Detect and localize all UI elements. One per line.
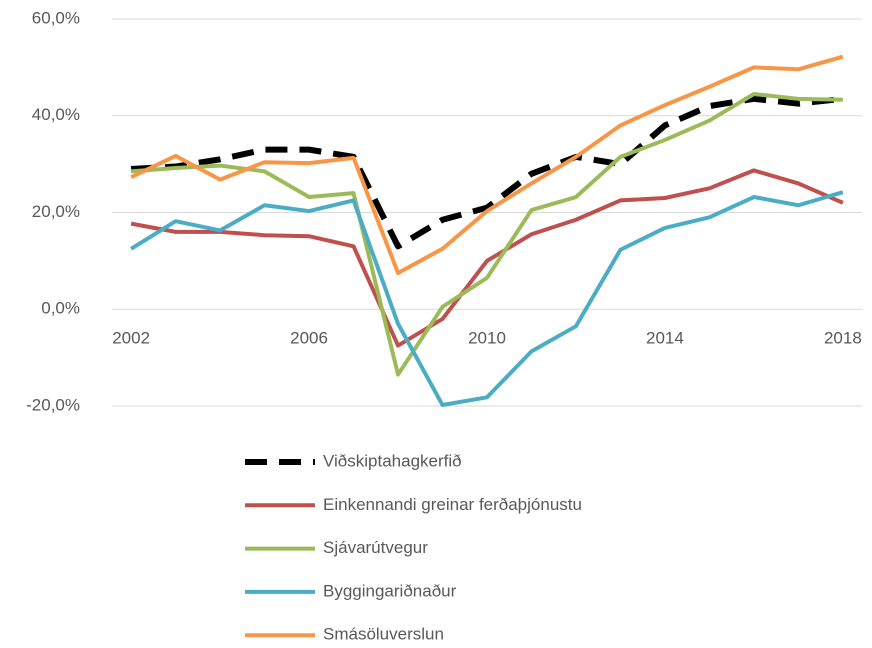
y-tick-label: 20,0% (32, 202, 80, 221)
legend-label: Viðskiptahagkerfið (323, 451, 462, 470)
y-tick-label: 0,0% (41, 299, 80, 318)
y-tick-label: 40,0% (32, 105, 80, 124)
series-line (130, 190, 844, 408)
legend-label: Byggingariðnaður (323, 581, 457, 600)
series-line (130, 54, 844, 275)
x-tick-label: 2010 (468, 329, 506, 348)
y-tick-label: -20,0% (26, 395, 80, 414)
x-tick-label: 2002 (112, 329, 150, 348)
x-tick-label: 2006 (290, 329, 328, 348)
legend-label: Sjávarútvegur (323, 538, 428, 557)
x-tick-label: 2018 (824, 329, 862, 348)
legend-label: Einkennandi greinar ferðaþjónustu (323, 495, 582, 514)
y-tick-label: 60,0% (32, 8, 80, 27)
series-line (130, 95, 844, 250)
series-line (130, 168, 844, 348)
legend-label: Smásöluverslun (323, 625, 444, 644)
x-tick-label: 2014 (646, 329, 684, 348)
